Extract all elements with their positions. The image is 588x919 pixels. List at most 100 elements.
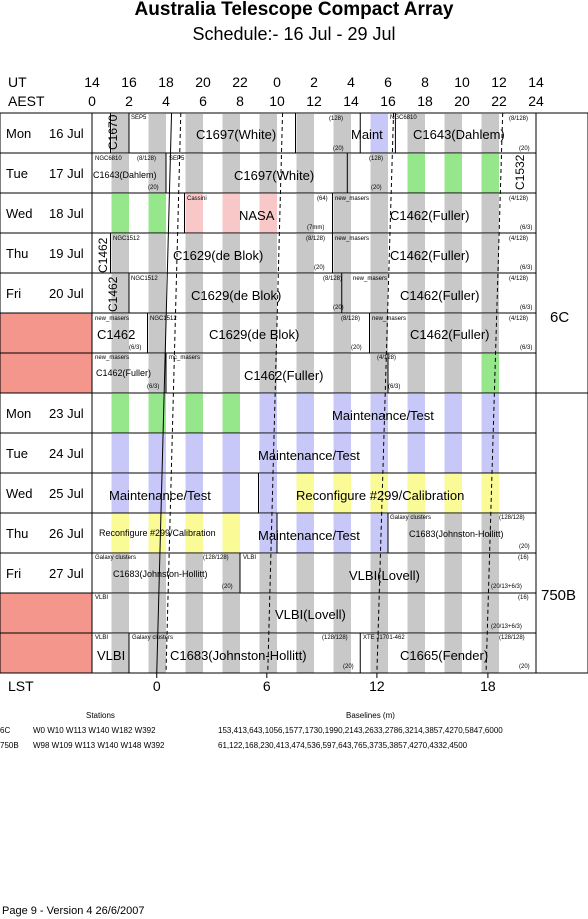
project-c1462: C1462(Fuller)	[390, 248, 470, 263]
project-c1462: C1462	[96, 237, 110, 273]
config-label-750b: 750B	[541, 587, 577, 604]
aest-hour-label: 16	[380, 93, 396, 109]
hour-band	[296, 194, 314, 233]
hour-band	[259, 554, 277, 593]
hour-band	[296, 634, 314, 673]
project-c1629: C1629(de Blok)	[173, 248, 264, 263]
hour-band	[148, 434, 166, 473]
hour-band	[296, 594, 314, 633]
maintenance-test: Maintenance/Test	[258, 528, 360, 543]
hour-band	[185, 234, 203, 273]
note: (20)	[314, 265, 325, 271]
note: (7mm)	[307, 225, 325, 231]
hour-band	[222, 354, 240, 393]
hour-band	[259, 194, 277, 233]
note: (8/128)	[509, 116, 529, 122]
project-c1683: C1683(Johnston-Hollitt)	[170, 648, 307, 663]
hour-band	[222, 474, 240, 513]
hour-band	[259, 114, 277, 153]
project-c1697: C1697(White)	[196, 127, 277, 142]
note: (20)	[519, 544, 530, 550]
hour-band	[370, 594, 388, 633]
day-of-week: Thu	[6, 526, 29, 541]
hour-band	[370, 554, 388, 593]
project-new-masers: new_masers	[372, 316, 407, 322]
hour-band	[111, 594, 129, 633]
project-c1670: C1670	[106, 114, 120, 150]
hour-band	[333, 114, 351, 153]
hour-band	[296, 154, 314, 193]
hour-band	[296, 554, 314, 593]
hour-band	[185, 274, 203, 313]
project-sep5: SEP5	[169, 156, 185, 162]
note: (20)	[333, 146, 344, 152]
hour-band	[481, 394, 499, 433]
project-c1665: C1665(Fender)	[400, 648, 489, 663]
hour-band	[481, 634, 499, 673]
hour-band	[111, 154, 129, 193]
hour-band	[407, 194, 425, 233]
hour-band	[444, 114, 462, 153]
project-vlbi: VLBI	[97, 648, 126, 663]
hour-band	[185, 554, 203, 593]
hour-band	[296, 274, 314, 313]
day-date: 23 Jul	[49, 406, 84, 421]
hour-band	[481, 434, 499, 473]
project-vlbi-lovell: VLBI(Lovell)	[275, 607, 346, 622]
hour-band	[407, 234, 425, 273]
day-of-week: Mon	[6, 126, 32, 141]
hour-band	[481, 274, 499, 313]
aest-hour-label: 20	[454, 93, 470, 109]
hour-band	[444, 554, 462, 593]
hour-band	[111, 274, 129, 313]
hour-band	[259, 514, 277, 553]
hour-band	[407, 274, 425, 313]
hour-band	[148, 194, 166, 233]
day-date: 19 Jul	[49, 246, 84, 261]
hour-band	[333, 194, 351, 233]
day-of-week: Fri	[6, 286, 22, 301]
hour-band	[407, 594, 425, 633]
hour-band	[222, 194, 240, 233]
day-of-week: Wed	[6, 486, 33, 501]
hour-band	[407, 634, 425, 673]
project-galaxy-clusters: Galaxy clusters	[132, 635, 174, 641]
aest-hour-label: 0	[88, 93, 96, 109]
stations-750b: W98 W109 W113 W140 W148 W392	[33, 741, 165, 750]
note: (20)	[351, 345, 362, 351]
hour-band	[370, 114, 388, 153]
project-c1462: C1462	[106, 276, 120, 312]
hour-band	[222, 594, 240, 633]
hour-band	[185, 394, 203, 433]
note: (128/128)	[499, 515, 525, 521]
project-vlbi-lovell: VLBI(Lovell)	[349, 568, 420, 583]
ut-hour-label: 14	[528, 74, 544, 90]
project-new-masers: new_masers	[95, 316, 130, 322]
hour-band	[111, 474, 129, 513]
ut-hour-label: 12	[491, 74, 507, 90]
hour-band	[111, 634, 129, 673]
lst-zero-line	[156, 112, 173, 674]
hour-band	[185, 114, 203, 153]
hour-band	[370, 434, 388, 473]
note: (128/128)	[499, 635, 525, 641]
ut-hour-label: 2	[310, 74, 318, 90]
project-c1629: C1629(de Blok)	[209, 327, 300, 342]
note: (20)	[371, 185, 382, 191]
note: (128)	[329, 116, 344, 122]
hour-band	[481, 114, 499, 153]
weekend-cell	[0, 593, 92, 633]
lst-tick-label: 18	[480, 678, 496, 694]
note: (4/128)	[509, 276, 529, 282]
ut-hour-label: 22	[232, 74, 248, 90]
hour-band	[296, 354, 314, 393]
ut-hour-label: 18	[158, 74, 174, 90]
hour-band	[333, 434, 351, 473]
stations-6c: W0 W10 W113 W140 W182 W392	[33, 726, 156, 735]
project-ngc1512: NGC1512	[113, 236, 140, 242]
hour-band	[296, 514, 314, 553]
project-new-masers: new_masers	[353, 276, 388, 282]
note: (6/3)	[147, 384, 160, 390]
maintenance-test: Maintenance/Test	[109, 488, 211, 503]
hour-band	[259, 314, 277, 353]
